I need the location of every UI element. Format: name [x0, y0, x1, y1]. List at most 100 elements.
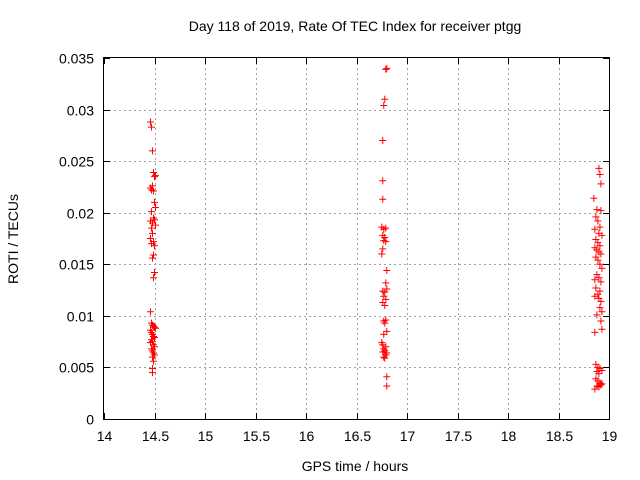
- data-point-marker: [595, 274, 603, 282]
- data-point-marker: [381, 233, 389, 241]
- data-point-marker: [149, 357, 157, 365]
- data-point-marker: [596, 242, 604, 250]
- y-tick-label: 0.005: [59, 360, 94, 376]
- data-point-marker: [152, 324, 160, 332]
- x-tick-label: 15.5: [243, 428, 270, 444]
- data-point-marker: [379, 177, 387, 185]
- data-point-marker: [151, 242, 158, 250]
- y-tick-label: 0.02: [67, 206, 94, 222]
- data-point-marker: [383, 373, 391, 381]
- data-point-marker: [596, 304, 604, 312]
- data-point-marker: [379, 348, 387, 356]
- data-point-marker: [597, 297, 605, 305]
- data-point-marker: [383, 285, 391, 293]
- data-point-marker: [598, 367, 606, 375]
- data-point-marker: [152, 172, 160, 180]
- y-tick-label: 0.03: [67, 103, 94, 119]
- data-point-marker: [591, 225, 599, 233]
- y-tick-label: 0.025: [59, 154, 94, 170]
- data-point-marker: [151, 323, 158, 331]
- data-point-marker: [381, 319, 389, 327]
- data-point-marker: [382, 279, 390, 287]
- data-point-marker: [380, 353, 388, 361]
- x-tick-label: 17.5: [445, 428, 472, 444]
- data-point-marker: [148, 254, 156, 262]
- data-point-marker: [379, 245, 387, 253]
- data-point-marker: [597, 250, 605, 258]
- data-point-marker: [149, 274, 157, 282]
- data-point-marker: [594, 256, 602, 264]
- x-tick-label: 14: [97, 428, 113, 444]
- data-point-marker: [597, 207, 605, 215]
- data-point-marker: [383, 327, 391, 335]
- data-point-marker: [597, 180, 605, 188]
- plot-frame: [103, 57, 610, 420]
- data-point-marker: [152, 204, 160, 212]
- data-point-marker: [147, 224, 155, 232]
- data-point-marker: [146, 118, 154, 126]
- data-point-marker: [148, 182, 156, 190]
- data-point-marker: [383, 382, 391, 390]
- data-point-marker: [595, 164, 603, 172]
- data-point-marker: [382, 295, 390, 303]
- data-point-marker: [594, 217, 602, 225]
- data-point-marker: [148, 353, 156, 361]
- data-point-marker: [378, 250, 386, 258]
- data-point-marker: [151, 216, 158, 224]
- data-point-marker: [381, 354, 389, 362]
- y-tick-label: 0.015: [59, 257, 94, 273]
- grid-layer: [104, 58, 609, 419]
- data-point-marker: [382, 224, 390, 232]
- data-point-marker: [597, 317, 605, 325]
- data-point-marker: [148, 369, 156, 377]
- y-tick-label: 0: [86, 412, 94, 428]
- y-axis-title: ROTI / TECUs: [5, 194, 21, 284]
- y-tick-label: 0.01: [67, 309, 94, 325]
- data-points: [146, 64, 606, 393]
- data-point-marker: [597, 278, 605, 286]
- data-point-marker: [598, 325, 606, 333]
- tick-layer: [104, 58, 610, 420]
- data-point-marker: [149, 251, 157, 259]
- data-point-marker: [598, 231, 606, 239]
- data-point-marker: [598, 380, 606, 388]
- data-point-marker: [146, 235, 154, 242]
- data-point-marker: [596, 223, 604, 231]
- data-point-marker: [382, 238, 390, 246]
- data-point-marker: [383, 266, 391, 274]
- data-point-marker: [379, 195, 387, 203]
- x-tick-label: 16: [299, 428, 315, 444]
- data-point-marker: [597, 381, 605, 389]
- data-point-marker: [151, 198, 158, 206]
- data-point-marker: [380, 101, 388, 109]
- data-point-marker: [596, 260, 604, 268]
- data-point-marker: [151, 269, 158, 277]
- data-point-marker: [379, 137, 387, 145]
- data-point-marker: [146, 308, 154, 316]
- data-point-marker: [383, 64, 391, 72]
- x-tick-labels: 14 14.5 15 15.5 16 16.5 17 17.5 18 18.5 19: [97, 428, 618, 444]
- x-tick-label: 15: [198, 428, 214, 444]
- x-tick-label: 18.5: [546, 428, 573, 444]
- data-point-marker: [147, 123, 155, 131]
- data-point-marker: [591, 328, 599, 336]
- data-point-marker: [598, 264, 606, 272]
- x-tick-label: 14.5: [142, 428, 169, 444]
- data-point-marker: [381, 302, 389, 310]
- data-point-marker: [593, 311, 601, 319]
- chart-title: Day 118 of 2019, Rate Of TEC Index for r…: [189, 18, 522, 34]
- y-tick-labels: 0 0.005 0.01 0.015 0.02 0.025 0.03 0.035: [59, 51, 94, 428]
- data-point-marker: [591, 292, 599, 300]
- data-point-marker: [151, 173, 158, 181]
- y-tick-label: 0.035: [59, 51, 94, 67]
- data-point-marker: [591, 385, 599, 393]
- data-point-marker: [152, 221, 160, 229]
- x-tick-label: 16.5: [344, 428, 371, 444]
- x-tick-label: 18: [501, 428, 517, 444]
- data-point-marker: [590, 194, 598, 202]
- data-point-marker: [149, 187, 157, 195]
- x-axis-title: GPS time / hours: [302, 458, 409, 474]
- data-point-marker: [381, 95, 389, 103]
- x-tick-label: 19: [602, 428, 618, 444]
